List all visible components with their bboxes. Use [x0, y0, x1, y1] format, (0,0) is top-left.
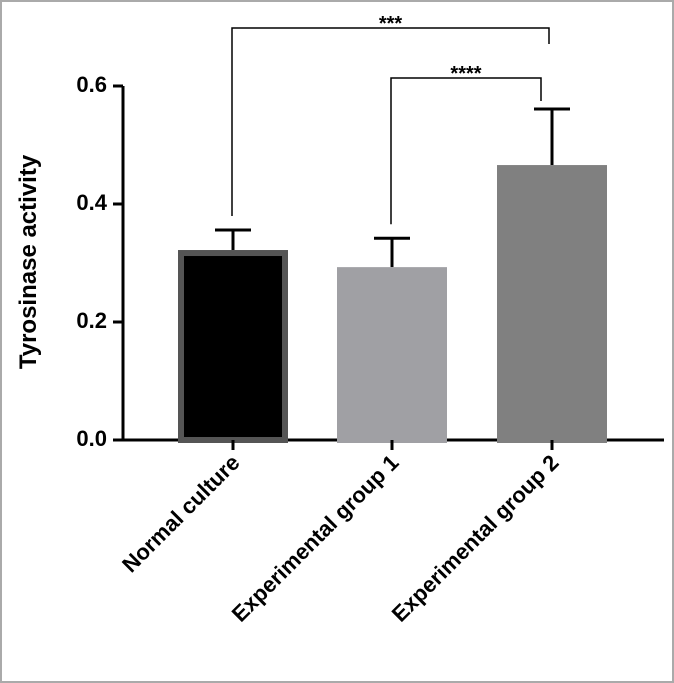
significance-label: *** — [379, 13, 403, 35]
y-tick-label: 0.0 — [76, 426, 107, 451]
significance-bracket — [390, 77, 542, 225]
y-tick-label: 0.4 — [76, 190, 107, 215]
x-tick-label: Experimental group 1 — [227, 450, 404, 627]
significance-label: **** — [450, 63, 481, 85]
bar — [497, 165, 607, 443]
x-tick-label: Normal culture — [117, 450, 244, 577]
x-tick-label: Experimental group 2 — [387, 450, 564, 627]
y-axis-label: Tyrosinase activity — [15, 154, 42, 369]
bar — [178, 250, 288, 443]
y-tick-label: 0.6 — [76, 72, 107, 97]
bar — [337, 267, 447, 443]
y-tick-label: 0.2 — [76, 308, 107, 333]
significance-bracket — [231, 27, 550, 216]
